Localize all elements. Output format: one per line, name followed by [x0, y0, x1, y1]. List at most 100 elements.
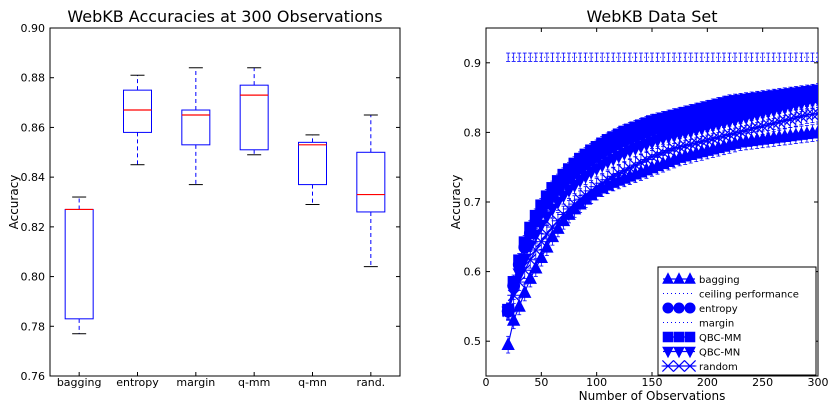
left-y-tick-label: 0.78: [21, 320, 46, 333]
random-marker-stroke-b: [812, 112, 818, 120]
left-y-tick-label: 0.76: [21, 370, 46, 383]
box-group: [181, 67, 211, 186]
box-group: [239, 67, 269, 156]
legend-marker: [673, 302, 685, 314]
data-point: [512, 298, 526, 312]
legend-label: entropy: [699, 304, 738, 315]
series-markers-bagging: [501, 124, 818, 351]
legend-marker: [662, 346, 674, 359]
legend-marker: [662, 331, 674, 343]
data-point: [534, 250, 549, 264]
data-point: [811, 107, 818, 120]
data-point: [507, 276, 520, 289]
left-category-label: q-mm: [238, 376, 270, 389]
legend-label: margin: [699, 319, 734, 330]
legend-marker: [661, 359, 675, 373]
left-category-label: entropy: [116, 376, 159, 389]
data-point: [501, 337, 515, 351]
data-point: [529, 209, 542, 222]
right-y-tick-label: 0.6: [464, 266, 482, 279]
right-y-tick-label: 0.5: [464, 335, 482, 348]
left-y-tick-label: 0.90: [21, 22, 46, 35]
random-marker-stroke-a: [812, 107, 818, 115]
data-point: [567, 179, 582, 193]
data-point: [634, 156, 648, 169]
left-plot-frame: [49, 27, 401, 377]
legend-marker: [684, 302, 696, 314]
right-chart-layer: WebKB Data Set 0 50 100 150 200 250 300 0.5 0.6 0.…: [449, 7, 828, 403]
data-point: [518, 284, 532, 298]
right-x-tick-label: 200: [697, 376, 718, 389]
left-category-label: rand.: [356, 376, 385, 389]
data-point: [513, 254, 526, 267]
left-category-label: bagging: [57, 376, 102, 389]
legend-marker: [662, 302, 674, 314]
legend-label: random: [699, 362, 738, 373]
series-markers-qbc-mm: [502, 84, 818, 316]
data-point: [524, 221, 537, 234]
right-y-tick-label: 0.8: [464, 126, 482, 139]
legend-marker: [662, 272, 674, 284]
data-point: [506, 312, 521, 326]
box-body: [298, 141, 327, 186]
legend-label: ceiling performance: [699, 290, 799, 301]
legend-marker: [683, 359, 697, 373]
legend-marker: [672, 359, 686, 373]
left-chart-layer: WebKB Accuracies at 300 Observations 0.76…: [7, 7, 401, 389]
left-category-label: margin: [176, 376, 215, 389]
data-point: [540, 239, 554, 253]
legend-label: QBC-MM: [699, 333, 741, 344]
right-y-tick-label: 0.9: [464, 57, 482, 70]
legend-marker: [673, 272, 685, 284]
left-y-tick-label: 0.82: [21, 221, 46, 234]
left-y-tick-label: 0.80: [21, 271, 46, 284]
right-legend: bagging ceiling performance entropy margin Q…: [657, 266, 817, 376]
legend-box: [657, 266, 817, 376]
right-x-tick-label: 50: [534, 376, 548, 389]
legend-label: QBC-MN: [699, 348, 740, 359]
left-chart-title: WebKB Accuracies at 300 Observations: [67, 7, 382, 26]
right-plot-area: [501, 52, 818, 354]
legend-marker: [684, 346, 696, 359]
legend-marker: [684, 331, 696, 343]
data-point: [811, 124, 818, 138]
right-x-tick-label: 100: [586, 376, 607, 389]
data-point: [529, 260, 543, 274]
right-x-tick-label: 0: [483, 376, 490, 389]
legend-marker: [673, 346, 685, 359]
left-category-label: q-mn: [298, 376, 327, 389]
right-x-tick-label: 250: [752, 376, 773, 389]
data-point: [551, 220, 565, 234]
data-point: [502, 303, 515, 316]
data-point: [523, 270, 537, 284]
data-point: [640, 153, 653, 166]
data-point: [518, 236, 531, 249]
right-y-axis-label: Accuracy: [449, 175, 463, 230]
legend-label: bagging: [699, 275, 740, 286]
box-body: [181, 109, 211, 146]
box-body: [356, 151, 386, 213]
right-x-tick-label: 150: [642, 376, 663, 389]
box-body: [64, 208, 94, 320]
left-y-tick-label: 0.84: [21, 171, 46, 184]
left-y-tick-label: 0.86: [21, 121, 46, 134]
legend-marker: [684, 272, 696, 284]
left-y-tick-label: 0.88: [21, 72, 46, 85]
left-y-axis-label: Accuracy: [7, 175, 21, 230]
right-x-tick-label: 300: [808, 376, 828, 389]
legend-marker: [673, 331, 685, 343]
right-y-tick-label: 0.7: [464, 196, 482, 209]
data-point: [811, 84, 818, 97]
right-x-axis-label: Number of Observations: [579, 389, 726, 403]
right-chart-title: WebKB Data Set: [587, 7, 718, 26]
box-group: [356, 114, 386, 268]
box-body: [123, 89, 152, 133]
data-point: [545, 229, 560, 243]
box-body: [239, 84, 269, 151]
box-group: [123, 74, 152, 166]
box-group: [64, 196, 94, 335]
data-point: [556, 213, 571, 227]
box-group: [298, 134, 327, 205]
